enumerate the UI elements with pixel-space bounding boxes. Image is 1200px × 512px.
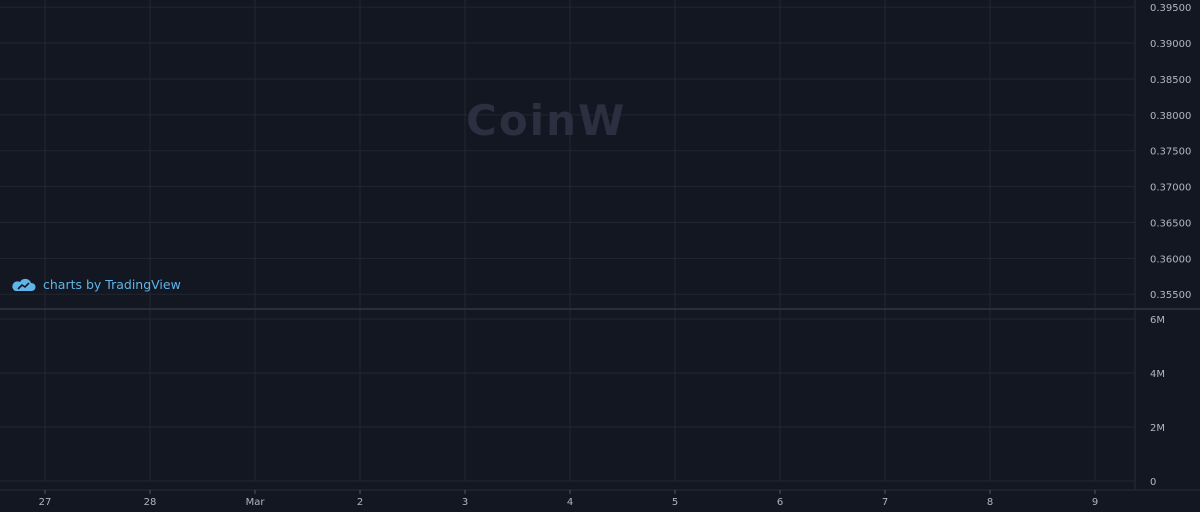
time-tick-label: 2 xyxy=(357,497,363,508)
time-tick-label: 6 xyxy=(777,497,783,508)
price-tick-label: 0.36000 xyxy=(1150,254,1191,265)
time-tick-label: 3 xyxy=(462,497,468,508)
tradingview-cloud-icon xyxy=(12,278,36,291)
attribution-text: charts by TradingView xyxy=(43,277,181,292)
price-tick-label: 0.35500 xyxy=(1150,290,1191,301)
axis-tick-labels: 0.39500 0.39000 0.38500 0.38000 0.37500 0.370… xyxy=(39,3,1192,508)
volume-tick-label: 6M xyxy=(1150,315,1165,326)
time-tick-label: Mar xyxy=(246,497,266,508)
price-tick-label: 0.37000 xyxy=(1150,183,1191,194)
time-tick-label: 7 xyxy=(882,497,888,508)
watermark: CoinW xyxy=(466,96,627,145)
volume-tick-label: 4M xyxy=(1150,369,1165,380)
time-tick-label: 27 xyxy=(39,497,52,508)
time-tick-label: 8 xyxy=(987,497,993,508)
time-tick-label: 9 xyxy=(1092,497,1098,508)
price-tick-label: 0.38500 xyxy=(1150,75,1191,86)
volume-tick-label: 2M xyxy=(1150,423,1165,434)
grid-lines xyxy=(0,0,1200,491)
volume-tick-label: 0 xyxy=(1150,477,1156,488)
tradingview-attribution[interactable]: charts by TradingView xyxy=(12,277,181,292)
time-tick-label: 4 xyxy=(567,497,573,508)
price-tick-label: 0.37500 xyxy=(1150,147,1191,158)
price-tick-label: 0.39500 xyxy=(1150,3,1191,14)
price-tick-label: 0.39000 xyxy=(1150,39,1191,50)
time-tick-label: 28 xyxy=(144,497,157,508)
time-tick-label: 5 xyxy=(672,497,678,508)
price-tick-label: 0.36500 xyxy=(1150,218,1191,229)
price-tick-label: 0.38000 xyxy=(1150,111,1191,122)
